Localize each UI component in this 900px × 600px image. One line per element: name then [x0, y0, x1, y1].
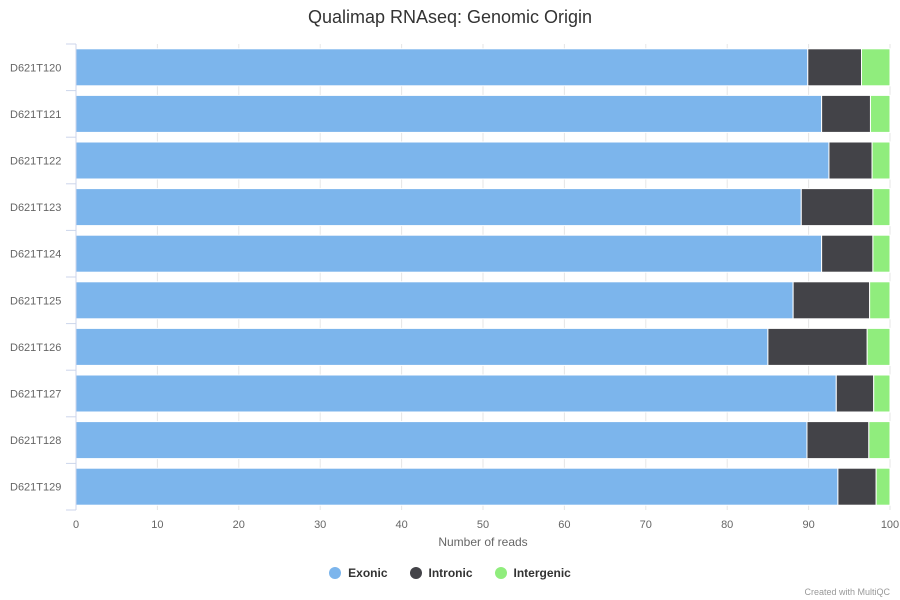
bar-segment-intronic[interactable]	[807, 48, 863, 87]
x-tick-label: 100	[881, 519, 899, 531]
chart-title: Qualimap RNAseq: Genomic Origin	[307, 7, 593, 27]
y-category-label: D621T122	[10, 156, 61, 168]
y-category-label: D621T124	[10, 249, 61, 261]
bar-segment-exonic[interactable]	[75, 281, 794, 320]
legend: Exonic Intronic Intergenic	[0, 566, 900, 580]
bar-segment-exonic[interactable]	[75, 374, 837, 413]
bar-segment-intronic[interactable]	[835, 374, 875, 413]
bar-segment-intronic[interactable]	[800, 188, 874, 227]
bar-segment-intergenic[interactable]	[869, 94, 891, 133]
bar-segment-intergenic[interactable]	[872, 234, 891, 273]
y-category-label: D621T129	[10, 482, 61, 494]
bar-segment-intronic[interactable]	[821, 94, 871, 133]
x-tick-label: 70	[640, 519, 652, 531]
y-category-label: D621T123	[10, 202, 61, 214]
x-tick-label: 90	[802, 519, 814, 531]
bar-segment-exonic[interactable]	[75, 141, 830, 180]
legend-label-exonic: Exonic	[348, 566, 388, 580]
bar-segment-intronic[interactable]	[806, 421, 870, 460]
legend-item-intergenic[interactable]: Intergenic	[494, 566, 571, 580]
bar-segment-intergenic[interactable]	[875, 467, 891, 506]
x-tick-label: 50	[477, 519, 489, 531]
bar-segment-exonic[interactable]	[75, 188, 802, 227]
credit-text[interactable]: Created with MultiQC	[804, 587, 890, 597]
bar-segment-intronic[interactable]	[821, 234, 874, 273]
legend-marker-intronic	[409, 567, 422, 579]
bar-segment-intergenic[interactable]	[872, 188, 891, 227]
x-tick-label: 0	[73, 519, 79, 531]
x-tick-label: 80	[721, 519, 733, 531]
legend-marker-exonic	[329, 567, 342, 579]
y-category-label: D621T126	[10, 342, 61, 354]
legend-label-intronic: Intronic	[428, 566, 473, 580]
x-axis-title: Number of reads	[438, 535, 528, 549]
bar-segment-exonic[interactable]	[75, 94, 823, 133]
bar-segment-exonic[interactable]	[75, 421, 808, 460]
y-category-label: D621T120	[10, 62, 61, 74]
x-tick-label: 40	[395, 519, 407, 531]
bar-segment-exonic[interactable]	[75, 48, 809, 87]
legend-marker-intergenic	[494, 567, 507, 579]
bar-segment-intronic[interactable]	[767, 327, 868, 366]
y-category-label: D621T121	[10, 109, 61, 121]
bar-segment-intronic[interactable]	[828, 141, 873, 180]
y-category-label: D621T127	[10, 389, 61, 401]
bar-segment-intergenic[interactable]	[861, 48, 891, 87]
bar-segment-intergenic[interactable]	[869, 281, 891, 320]
y-category-label: D621T125	[10, 295, 61, 307]
legend-label-intergenic: Intergenic	[513, 566, 571, 580]
axes: 0 10 20 30 40 50 60 70 80 90 100 D621T120 D621T121 D6…	[10, 43, 899, 531]
bar-segment-exonic[interactable]	[75, 327, 769, 366]
bar-segment-exonic[interactable]	[75, 234, 823, 273]
bar-series	[75, 48, 891, 506]
x-tick-label: 60	[558, 519, 570, 531]
x-tick-label: 30	[314, 519, 326, 531]
bar-segment-intergenic[interactable]	[866, 327, 891, 366]
bar-segment-intronic[interactable]	[792, 281, 871, 320]
bar-segment-intronic[interactable]	[837, 467, 877, 506]
bar-segment-intergenic[interactable]	[873, 374, 891, 413]
y-category-label: D621T128	[10, 435, 61, 447]
bar-segment-intergenic[interactable]	[868, 421, 891, 460]
x-tick-label: 20	[233, 519, 245, 531]
bar-segment-exonic[interactable]	[75, 467, 839, 506]
legend-item-exonic[interactable]: Exonic	[329, 566, 388, 580]
legend-item-intronic[interactable]: Intronic	[409, 566, 473, 580]
x-tick-label: 10	[151, 519, 163, 531]
bar-segment-intergenic[interactable]	[871, 141, 891, 180]
